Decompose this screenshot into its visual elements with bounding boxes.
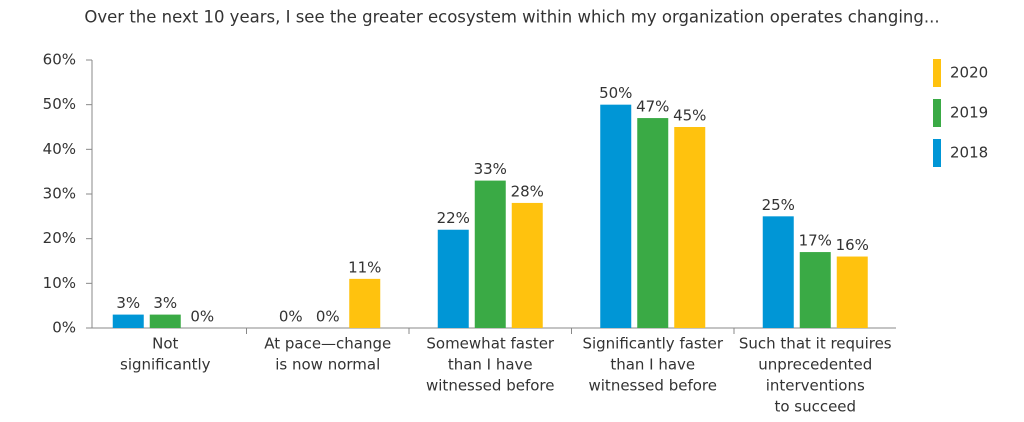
value-label: 25% [762,196,795,214]
bar [437,229,469,328]
x-tick-label: Significantly faster [582,335,723,353]
x-tick-label: witnessed before [589,377,717,395]
value-label: 11% [348,258,381,276]
y-tick-label: 20% [43,229,76,247]
value-label: 3% [153,294,177,312]
x-tick-label: to succeed [774,398,856,416]
value-label: 16% [836,236,869,254]
value-label: 0% [316,308,340,326]
value-label: 22% [437,209,470,227]
legend-swatch [933,139,941,167]
x-tick-label: Somewhat faster [426,335,555,353]
x-tick-label: significantly [120,356,211,374]
bar [511,202,543,328]
x-tick-label: witnessed before [426,377,554,395]
value-label: 3% [116,294,140,312]
legend-label: 2019 [950,104,988,122]
value-label: 28% [511,182,544,200]
x-tick-label: At pace—change [264,335,391,353]
y-tick-label: 50% [43,95,76,113]
legend-swatch [933,99,941,127]
value-label: 17% [799,232,832,250]
y-tick-label: 0% [52,319,76,337]
x-tick-label: than I have [448,356,533,374]
bar [799,252,831,328]
x-tick-label: than I have [610,356,695,374]
bar [600,104,632,329]
bar [762,216,794,328]
bar [149,314,181,328]
x-tick-label: is now normal [275,356,380,374]
x-tick-label: interventions [766,377,865,395]
value-label: 47% [636,98,669,116]
legend-label: 2018 [950,144,988,162]
value-label: 50% [599,84,632,102]
value-label: 33% [474,160,507,178]
x-tick-label: Not [152,335,178,353]
bar [637,118,669,328]
y-tick-label: 10% [43,274,76,292]
chart-title: Over the next 10 years, I see the greate… [84,8,939,27]
value-label: 0% [190,308,214,326]
legend-swatch [933,59,941,87]
y-tick-label: 60% [43,51,76,69]
bar [349,278,381,328]
y-tick-label: 30% [43,185,76,203]
y-tick-label: 40% [43,140,76,158]
bar [836,256,868,328]
x-tick-label: unprecedented [758,356,872,374]
x-tick-label: Such that it requires [739,335,892,353]
value-label: 45% [673,107,706,125]
bar [112,314,144,328]
bar [474,180,506,328]
legend-label: 2020 [950,64,988,82]
bar [674,127,706,328]
value-label: 0% [279,308,303,326]
